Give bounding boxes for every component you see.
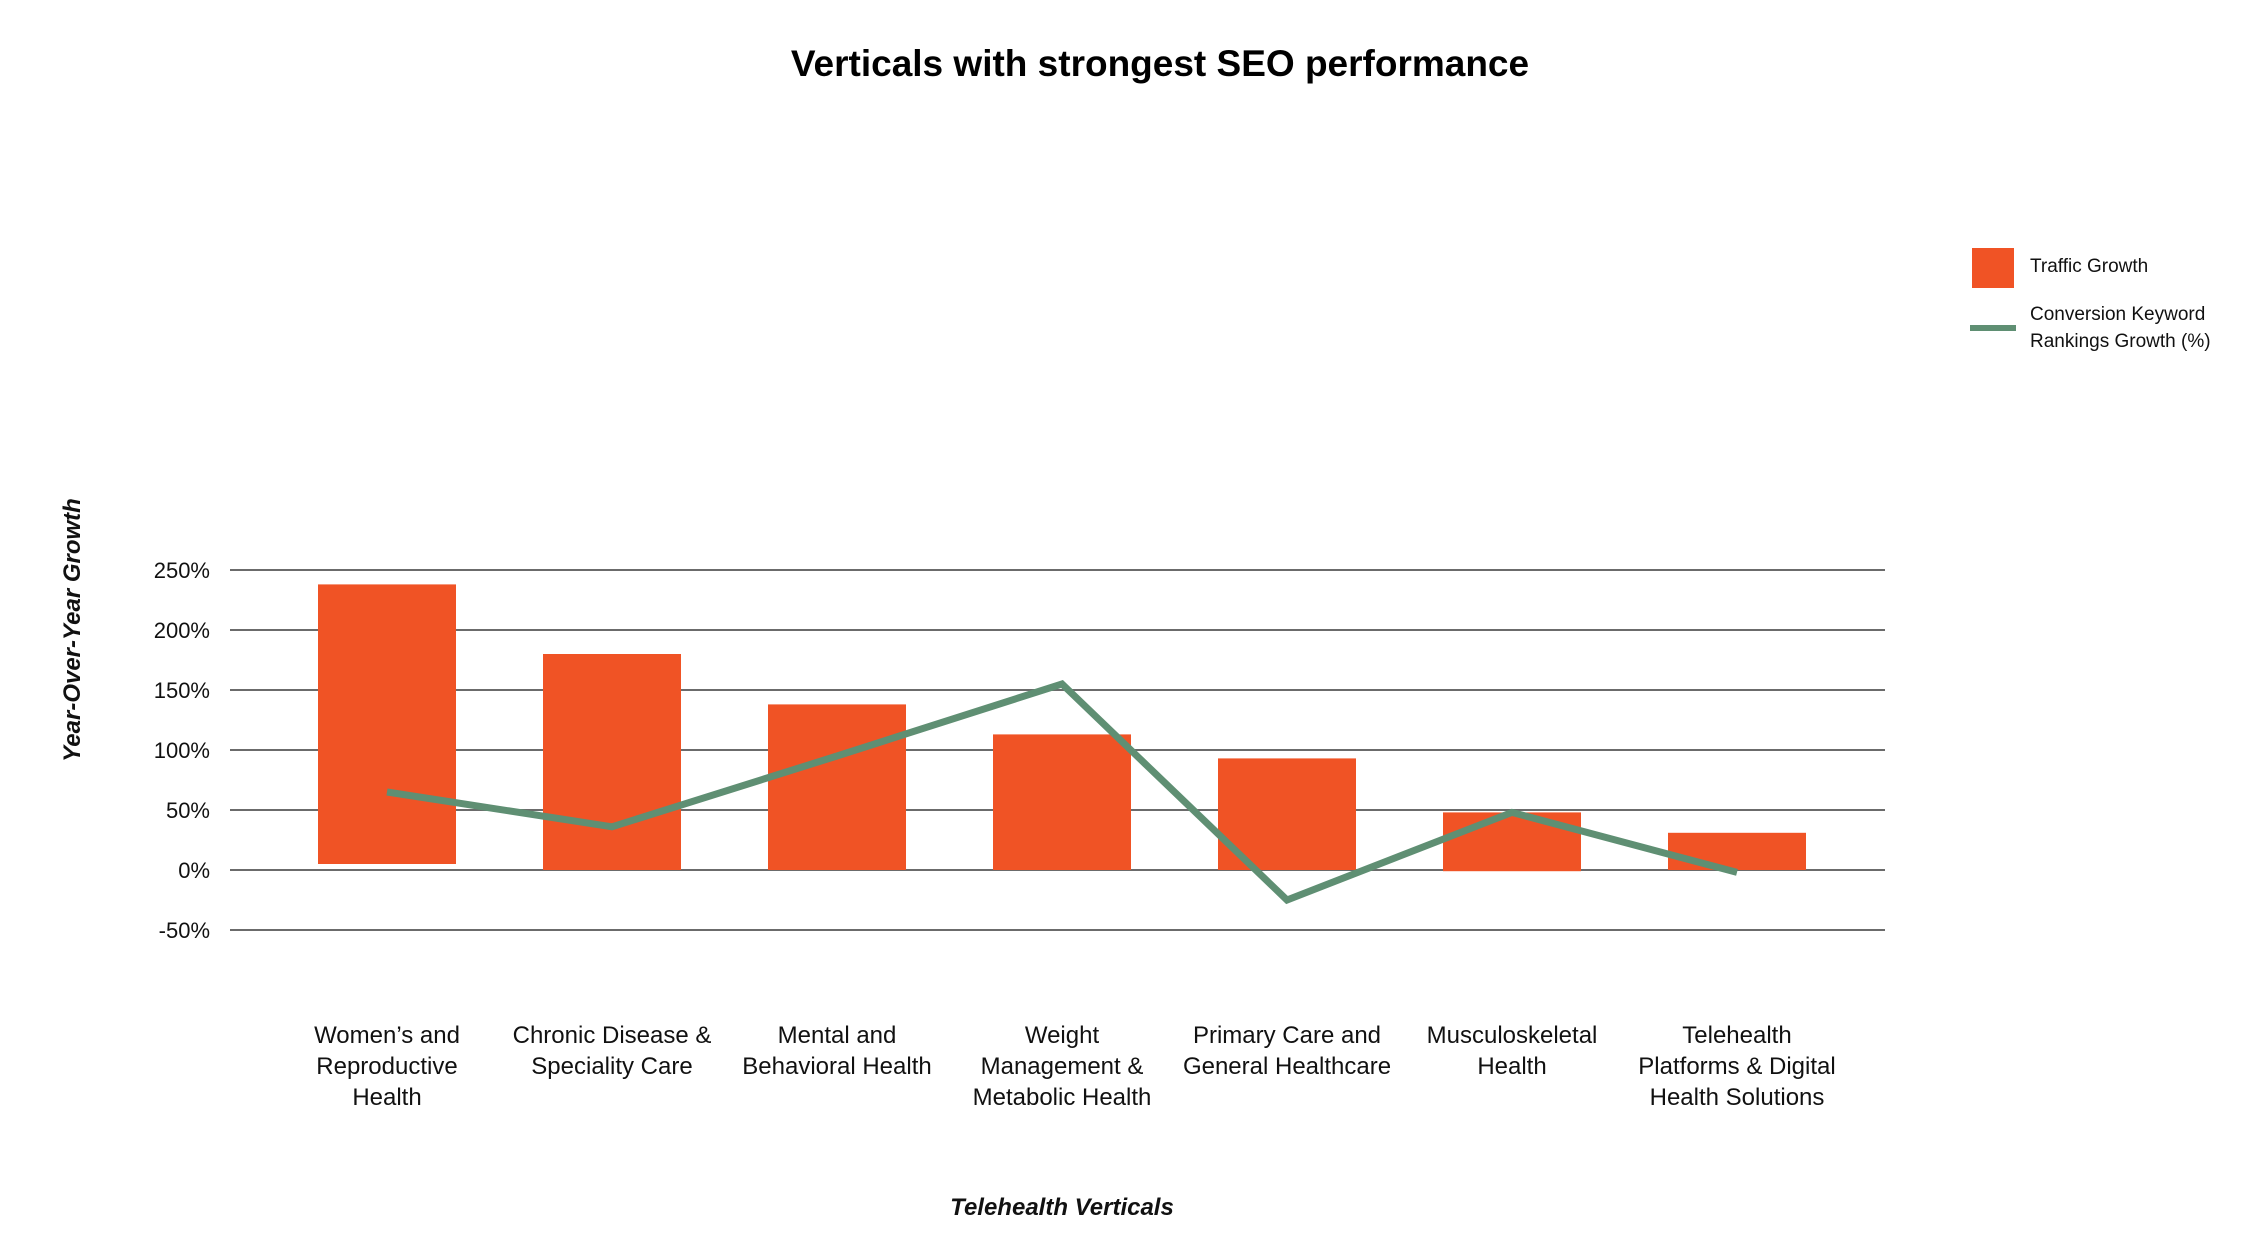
y-tick-label: 150% [154,678,210,703]
y-tick-label: -50% [159,918,210,943]
y-tick-label: 50% [166,798,210,823]
bar-traffic-growth [768,704,906,870]
bar-traffic-growth [1443,812,1581,871]
bar-traffic-growth [1668,833,1806,870]
y-axis-ticks: 250% 200% 150% 100% 50% 0% -50% [154,558,210,943]
x-axis-title: Telehealth Verticals [950,1194,1174,1221]
legend-label-traffic: Traffic Growth [2030,256,2148,277]
y-tick-label: 250% [154,558,210,583]
bar-traffic-growth [318,584,456,864]
y-tick-label: 100% [154,738,210,763]
legend-swatch-traffic [1972,248,2014,288]
y-tick-label: 200% [154,618,210,643]
bar-traffic-growth [993,734,1131,870]
chart-title: Verticals with strongest SEO performance [791,43,1529,84]
bar-traffic-growth [543,654,681,870]
y-tick-label: 0% [178,858,210,883]
y-axis-title: Year-Over-Year Growth [59,498,86,762]
x-category-label: Chronic Disease &Speciality Care [513,1022,712,1080]
